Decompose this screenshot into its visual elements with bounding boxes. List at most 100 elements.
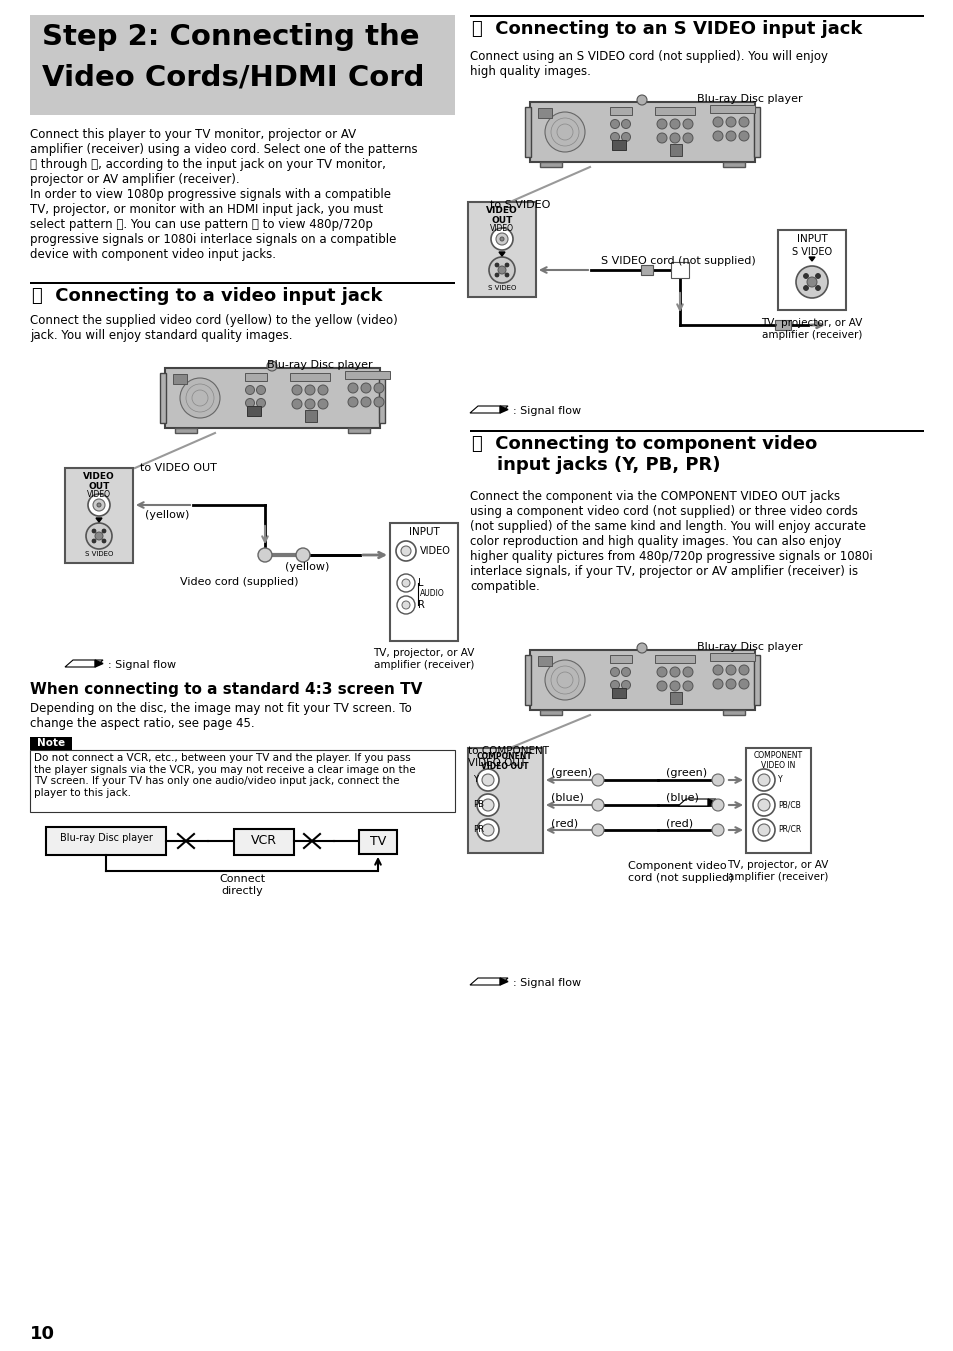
Circle shape [497,266,505,274]
Polygon shape [470,407,507,413]
Circle shape [802,273,807,278]
Circle shape [360,397,371,407]
Text: to S VIDEO: to S VIDEO [490,200,550,209]
Text: Y: Y [473,775,477,784]
Bar [245,373,267,381]
Bar [174,428,196,434]
Polygon shape [678,798,716,807]
Text: INPUT: INPUT [796,234,826,245]
Circle shape [97,503,101,507]
Circle shape [610,132,618,142]
Polygon shape [499,407,507,413]
Circle shape [682,132,692,143]
Bar [468,203,536,297]
Bar [722,162,744,168]
Polygon shape [707,798,716,807]
Circle shape [317,385,328,394]
Bar [539,711,561,715]
Text: L: L [417,578,423,588]
Text: Connect the component via the COMPONENT VIDEO OUT jacks
using a component video : Connect the component via the COMPONENT … [470,490,872,593]
Circle shape [682,119,692,128]
Bar [165,367,379,428]
Bar [753,107,760,157]
Text: Blu-ray Disc player: Blu-ray Disc player [697,642,802,653]
Text: : Signal flow: : Signal flow [108,661,176,670]
Bar [774,320,790,330]
Circle shape [739,665,748,676]
Bar [537,657,552,666]
Text: (green): (green) [665,767,706,778]
Circle shape [637,95,646,105]
Circle shape [669,681,679,690]
Text: PR: PR [473,825,483,834]
Circle shape [396,574,415,592]
Circle shape [88,494,110,516]
Circle shape [610,667,618,677]
Bar [233,830,294,855]
Bar [172,374,187,384]
Text: Ⓐ  Connecting to a video input jack: Ⓐ Connecting to a video input jack [32,286,382,305]
Text: S VIDEO: S VIDEO [487,285,516,290]
Circle shape [102,539,106,543]
Circle shape [401,580,410,586]
Bar [160,373,166,423]
Circle shape [752,769,774,790]
Bar [709,653,754,661]
Circle shape [712,680,722,689]
Circle shape [610,681,618,689]
Text: S VIDEO: S VIDEO [791,247,831,257]
Circle shape [401,601,410,609]
Text: VCR: VCR [251,834,276,847]
Circle shape [752,819,774,842]
Text: TV: TV [370,835,386,848]
Text: Video Cords/HDMI Cord: Video Cords/HDMI Cord [42,63,424,91]
Circle shape [374,397,384,407]
Circle shape [305,385,314,394]
Text: (yellow): (yellow) [145,509,190,520]
Text: Ⓒ  Connecting to component video
    input jacks (Y, PB, PR): Ⓒ Connecting to component video input ja… [472,435,817,474]
Bar [65,467,132,563]
Circle shape [544,661,584,700]
Circle shape [739,680,748,689]
Text: to VIDEO OUT: to VIDEO OUT [140,463,216,473]
Circle shape [752,794,774,816]
Text: Connect the supplied video cord (yellow) to the yellow (video)
jack. You will en: Connect the supplied video cord (yellow)… [30,313,397,342]
Text: : Signal flow: : Signal flow [513,978,580,988]
Bar [778,230,845,309]
Circle shape [739,118,748,127]
Text: VIDEO: VIDEO [419,546,451,557]
Polygon shape [65,661,103,667]
Text: : Signal flow: : Signal flow [513,407,580,416]
Circle shape [245,385,254,394]
Circle shape [256,385,265,394]
Polygon shape [96,517,102,521]
Circle shape [739,131,748,141]
Text: Y: Y [778,775,781,784]
Bar [305,409,316,422]
Circle shape [267,361,276,372]
Text: Ⓑ  Connecting to an S VIDEO input jack: Ⓑ Connecting to an S VIDEO input jack [472,20,862,38]
Text: S VIDEO: S VIDEO [85,551,113,557]
Circle shape [476,819,498,842]
Text: COMPONENT
VIDEO IN: COMPONENT VIDEO IN [753,751,801,770]
Text: Note: Note [37,738,65,748]
Text: Connect
directly: Connect directly [218,874,265,896]
Circle shape [91,539,96,543]
Text: AUDIO: AUDIO [419,589,444,598]
Circle shape [86,523,112,549]
Bar [609,107,631,115]
Bar [655,655,695,663]
Text: (blue): (blue) [551,793,583,802]
Circle shape [91,530,96,534]
Bar [470,430,923,432]
Circle shape [712,118,722,127]
Circle shape [657,132,666,143]
Circle shape [245,399,254,408]
Circle shape [495,263,498,267]
Text: (red): (red) [665,817,693,828]
Circle shape [657,681,666,690]
Polygon shape [470,978,507,985]
Bar [655,107,695,115]
Circle shape [92,499,105,511]
Text: Component video
cord (not supplied): Component video cord (not supplied) [627,861,733,882]
